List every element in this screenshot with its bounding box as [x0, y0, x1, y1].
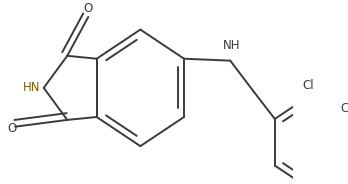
Text: O: O: [8, 122, 17, 135]
Text: Cl: Cl: [302, 79, 314, 92]
Text: Cl: Cl: [341, 102, 348, 115]
Text: HN: HN: [23, 81, 40, 94]
Text: O: O: [84, 2, 93, 15]
Text: NH: NH: [223, 39, 241, 52]
